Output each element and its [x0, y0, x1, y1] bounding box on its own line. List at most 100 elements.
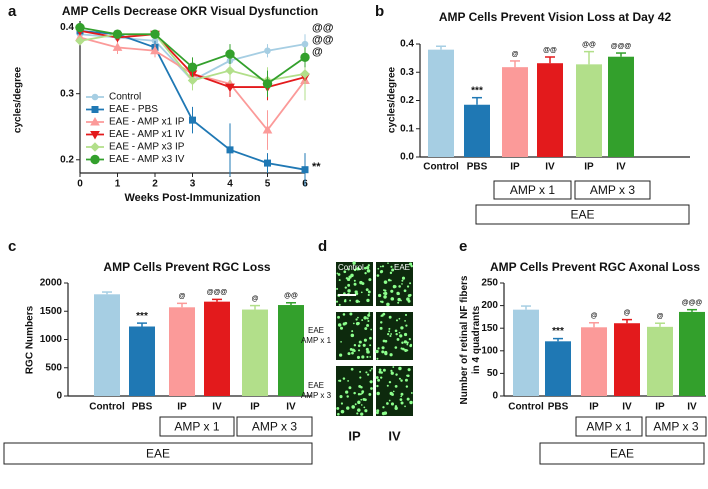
cell-dot	[363, 406, 366, 409]
cell-dot	[392, 366, 395, 368]
significance: @@@	[611, 43, 632, 50]
group-box	[539, 442, 705, 465]
cell-dot	[376, 357, 379, 360]
legend-label: EAE - PBS	[109, 104, 158, 115]
cell-dot	[390, 369, 393, 372]
cell-dot	[390, 265, 393, 268]
cell-dot	[355, 299, 359, 304]
cell-dot	[340, 409, 345, 414]
cell-dot	[400, 401, 404, 405]
cell-dot	[396, 291, 400, 296]
cell-dot	[351, 348, 355, 352]
cell-dot	[366, 373, 370, 376]
y-axis-label: RGC Numbers	[25, 305, 36, 374]
cell-dot	[394, 385, 398, 388]
cell-dot	[399, 398, 403, 402]
cell-dot	[381, 265, 385, 268]
cell-dot	[380, 376, 383, 379]
cell-dot	[349, 299, 352, 302]
cell-dot	[394, 346, 398, 349]
cell-dot	[336, 406, 340, 410]
annotation: **	[312, 161, 321, 173]
legend-label: EAE - AMP x3 IP	[109, 142, 185, 153]
y-tick-label: 0.4	[60, 22, 74, 33]
x-tick-label: IV	[622, 402, 632, 413]
cell-dot	[398, 366, 402, 371]
point	[187, 62, 198, 72]
cell-dot	[400, 326, 404, 330]
cell-dot	[355, 318, 358, 321]
cell-dot	[404, 405, 406, 408]
cell-dot	[358, 300, 361, 303]
cell-dot	[335, 300, 339, 303]
point	[150, 29, 160, 39]
point	[301, 40, 309, 48]
cell-dot	[346, 277, 351, 282]
bar	[169, 307, 195, 396]
cell-dot	[381, 350, 385, 354]
cell-dot	[367, 319, 370, 322]
point	[301, 166, 309, 174]
micrograph	[376, 312, 413, 360]
x-axis-label: Weeks Post-Immunization	[124, 192, 260, 204]
x-tick-label: PBS	[132, 402, 153, 413]
cell-dot	[370, 387, 373, 390]
cell-dot	[388, 315, 392, 319]
significance: @@@	[207, 289, 228, 296]
cell-dot	[387, 333, 390, 336]
group-label: AMP x 3	[653, 420, 698, 434]
cell-dot	[365, 347, 369, 351]
point	[90, 154, 100, 165]
cell-dot	[347, 268, 350, 271]
point	[189, 116, 196, 124]
significance: @	[252, 295, 259, 302]
cell-dot	[381, 411, 386, 416]
cell-dot	[408, 338, 411, 341]
cell-dot	[343, 270, 347, 274]
group-box	[236, 416, 313, 437]
x-tick-label: 5	[265, 179, 271, 190]
cell-dot	[349, 312, 353, 316]
cell-dot	[376, 384, 379, 388]
cell-dot	[350, 367, 354, 371]
group-box	[493, 180, 572, 200]
cell-dot	[395, 373, 398, 376]
x-tick-label: PBS	[467, 162, 488, 173]
cell-dot	[407, 294, 411, 298]
cell-dot	[339, 353, 343, 357]
cell-dot	[398, 331, 401, 334]
cell-dot	[345, 390, 349, 394]
x-tick-label: IV	[545, 162, 555, 173]
cell-dot	[395, 319, 398, 322]
y-tick-label: 100	[481, 345, 498, 356]
cell-dot	[353, 344, 357, 347]
cell-dot	[358, 402, 360, 405]
y-tick-label: 0.2	[400, 95, 414, 106]
cell-dot	[403, 340, 408, 344]
x-tick-label: Control	[508, 402, 544, 413]
y-tick-label: 250	[481, 278, 498, 289]
bar	[614, 323, 640, 396]
cell-dot	[389, 334, 392, 338]
cell-dot	[358, 340, 362, 344]
cell-dot	[344, 286, 347, 289]
y-tick-label: 200	[481, 300, 498, 311]
micrograph	[376, 366, 413, 416]
cell-dot	[359, 370, 362, 373]
cell-dot	[410, 392, 413, 394]
cell-dot	[394, 406, 398, 411]
cell-dot	[401, 341, 404, 344]
point	[262, 79, 273, 89]
cell-dot	[378, 368, 382, 372]
bar	[513, 309, 539, 396]
cell-dot	[368, 278, 372, 282]
cell-dot	[350, 273, 354, 278]
y-tick-label: 0.3	[60, 88, 74, 99]
cell-dot	[395, 332, 398, 336]
cell-dot	[339, 395, 343, 399]
cell-dot	[354, 403, 357, 406]
group-box	[475, 204, 690, 225]
cell-dot	[404, 378, 408, 382]
significance: @@	[582, 41, 596, 48]
point	[225, 49, 235, 59]
